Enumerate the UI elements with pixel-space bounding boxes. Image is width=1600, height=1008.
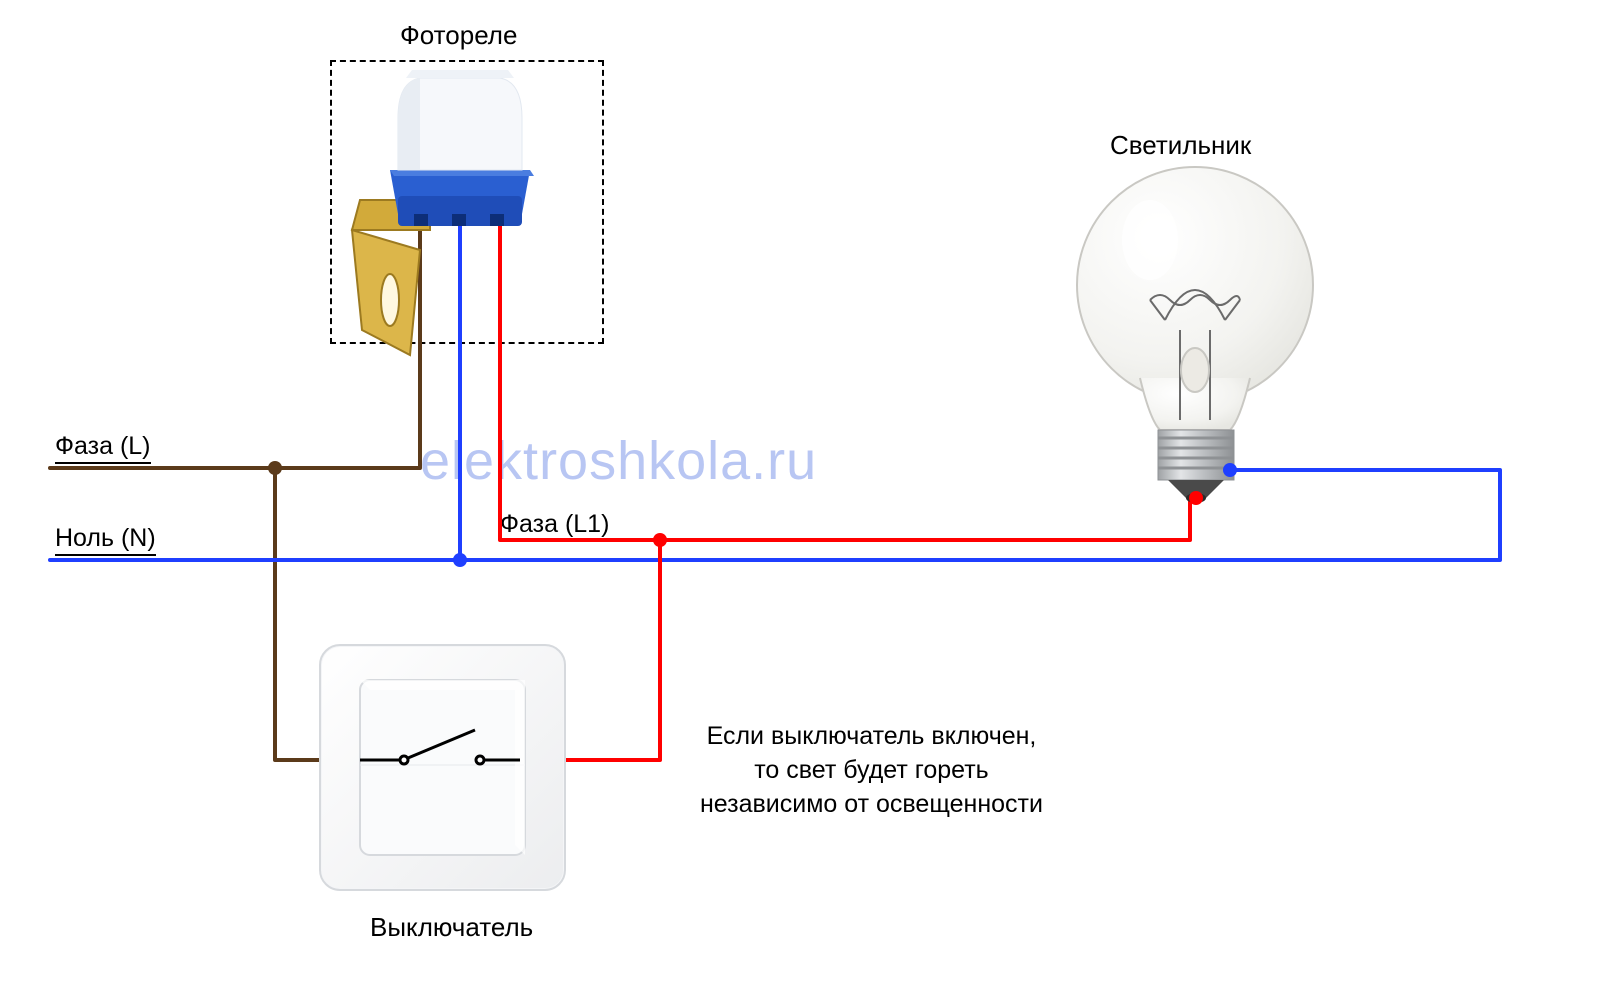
junction-dots bbox=[268, 461, 1237, 567]
switch-icon bbox=[320, 645, 565, 890]
photorelay-icon bbox=[352, 70, 534, 355]
diagram-canvas: elektroshkola.ru Фотореле Светильник Фаз… bbox=[0, 0, 1600, 1008]
lamp-icon bbox=[1077, 167, 1313, 503]
wire-neutral-main bbox=[50, 470, 1500, 560]
svg-layer bbox=[0, 0, 1600, 1008]
